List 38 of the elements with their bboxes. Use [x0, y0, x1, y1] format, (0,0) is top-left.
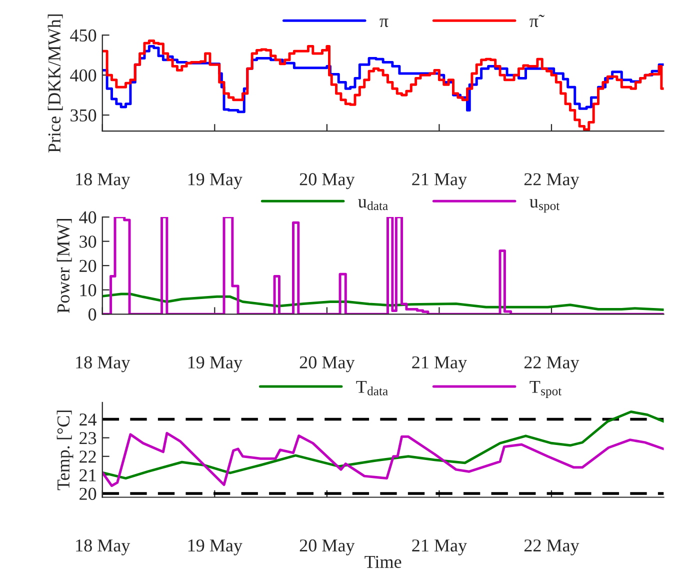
y-tick-label: 10 [80, 284, 96, 296]
x-tick-label: 21 May [412, 539, 467, 556]
legend-label: π̃ [530, 14, 544, 28]
x-tick-label: 19 May [188, 173, 242, 190]
x-tick-label: 20 May [300, 356, 355, 372]
x-tick-label: 21 May [412, 173, 467, 190]
y-axis-title: Power [MW] [56, 219, 72, 313]
x-tick-label: 22 May [524, 539, 580, 556]
x-axis-title: Time [364, 556, 402, 568]
y-axis-title: Price [DKK/MWh] [48, 14, 63, 152]
legend-label: u$_{data}$ [358, 199, 388, 210]
x-tick-label: 22 May [524, 356, 580, 372]
y-tick-label: 20 [80, 260, 96, 272]
legend-label: u$_{spot}$ [530, 199, 560, 213]
x-tick-label: 18 May [76, 539, 130, 556]
y-tick-label: 22 [80, 450, 96, 463]
legend-label: T$_{spot}$ [530, 380, 562, 398]
y-tick-label: 450 [70, 29, 96, 42]
y-tick-label: 20 [80, 488, 96, 500]
y-tick-label: 40 [79, 211, 96, 224]
y-tick-label: 0 [88, 308, 96, 321]
y-tick-label: 400 [70, 69, 96, 82]
y-tick-label: 30 [80, 236, 96, 248]
y-axis-title: Temp. [°C] [56, 410, 74, 490]
y-tick-label: 23 [80, 432, 96, 444]
x-tick-label: 22 May [524, 173, 580, 190]
x-tick-label: 20 May [300, 173, 355, 190]
x-tick-label: 19 May [188, 356, 242, 372]
x-tick-label: 20 May [300, 539, 355, 556]
x-tick-label: 21 May [412, 356, 467, 372]
legend-label: T$_{data}$ [356, 380, 388, 396]
y-tick-label: 21 [80, 469, 96, 482]
x-tick-label: 19 May [188, 539, 242, 556]
y-tick-label: 350 [70, 109, 96, 122]
x-tick-label: 18 May [76, 173, 130, 190]
legend-label: π [380, 18, 388, 28]
x-tick-label: 18 May [76, 356, 130, 372]
y-tick-label: 24 [80, 414, 97, 426]
